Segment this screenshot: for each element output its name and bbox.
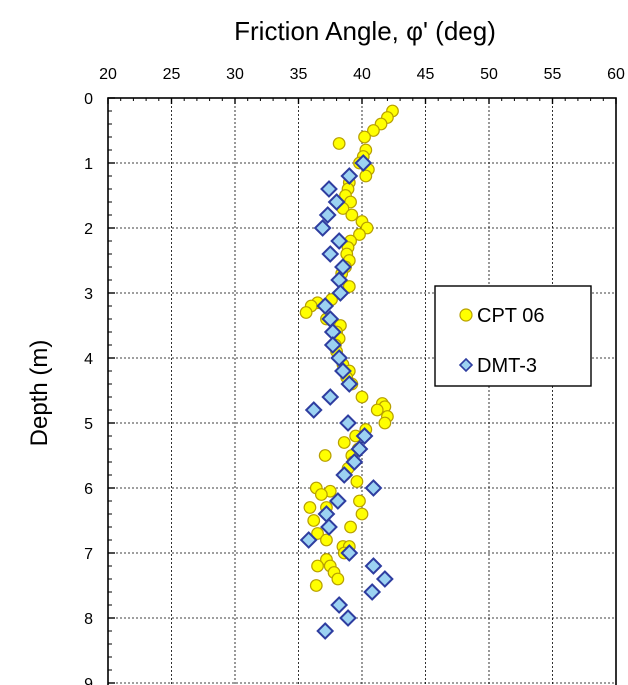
dmt-point	[340, 375, 359, 393]
legend-item-cpt: CPT 06	[459, 305, 544, 327]
cpt-point	[309, 579, 323, 592]
x-tick-label: 45	[417, 66, 435, 83]
dmt-point	[320, 180, 338, 198]
legend-label-cpt: CPT 06	[477, 305, 544, 327]
x-tick-label: 20	[99, 66, 117, 83]
cpt-point	[345, 208, 359, 222]
y-tick-label: 0	[84, 91, 93, 108]
legend-marker-cpt	[459, 308, 473, 322]
dmt-point	[316, 297, 335, 315]
x-tick-label: 30	[226, 66, 244, 83]
dmt-point	[364, 557, 383, 575]
y-tick-label: 3	[84, 286, 93, 303]
dmt-point	[340, 544, 359, 562]
cpt-point	[311, 559, 324, 573]
dmt-point	[321, 388, 340, 406]
x-tick-label: 25	[163, 66, 181, 83]
y-tick-labels: 0 1 2 3 4 5 6 7 8 9	[84, 91, 93, 685]
cpt-point	[303, 501, 317, 514]
dmt-point	[330, 596, 349, 614]
dmt-point	[313, 219, 332, 237]
legend-marker-dmt	[458, 357, 474, 373]
y-tick-label: 1	[84, 156, 93, 173]
plot-border	[107, 97, 617, 685]
dmt-point	[345, 453, 364, 471]
dmt-point	[323, 336, 342, 354]
dmt-point	[330, 349, 349, 367]
cpt-point	[332, 137, 346, 150]
cpt-point	[314, 488, 328, 501]
dmt-point	[328, 492, 347, 510]
cpt-point	[355, 507, 369, 521]
dmt-point	[331, 284, 350, 302]
dmt-point	[339, 609, 357, 627]
cpt-point	[299, 306, 313, 319]
dmt-point	[334, 362, 352, 380]
cpt-point	[370, 403, 384, 417]
cpt-point	[378, 416, 392, 430]
x-tick-labels: 20 25 30 35 40 45 50 55 60	[99, 66, 625, 83]
cpt-point	[342, 280, 356, 293]
legend: CPT 06 DMT-3	[434, 285, 592, 387]
dmt-point	[299, 531, 318, 549]
dmt-point	[330, 232, 349, 250]
dmt-point	[339, 414, 357, 432]
cpt-point	[353, 228, 366, 241]
dmt-point	[304, 401, 323, 419]
dmt-point	[363, 583, 382, 601]
legend-item-dmt: DMT-3	[458, 355, 537, 377]
cpt-point	[318, 449, 332, 462]
y-tick-label: 7	[84, 546, 93, 563]
y-tick-label: 5	[84, 416, 93, 433]
dmt-point	[375, 570, 394, 588]
y-tick-label: 6	[84, 481, 93, 498]
cpt-point	[307, 514, 321, 527]
cpt-point	[337, 436, 351, 449]
x-tick-label: 40	[353, 66, 371, 83]
cpt-point	[331, 572, 345, 586]
cpt-point	[344, 520, 357, 534]
x-tick-label: 50	[480, 66, 498, 83]
cpt-point	[367, 124, 380, 137]
dmt-point	[355, 427, 374, 445]
y-tick-label: 8	[84, 611, 93, 628]
legend-label-dmt: DMT-3	[477, 355, 537, 377]
dmt-point	[327, 193, 346, 211]
dmt-point	[335, 466, 354, 484]
dmt-point	[321, 245, 340, 263]
x-axis-title: Friction Angle, φ' (deg)	[234, 16, 496, 46]
y-axis-title: Depth (m)	[26, 340, 53, 447]
y-tick-label: 2	[84, 221, 93, 238]
dmt-point	[318, 206, 337, 224]
x-tick-label: 55	[544, 66, 562, 83]
legend-box	[434, 285, 592, 387]
cpt-point	[359, 169, 373, 183]
x-tick-label: 60	[607, 66, 625, 83]
cpt-point	[350, 475, 364, 488]
dmt-series	[299, 154, 394, 640]
cpt-point	[320, 533, 333, 547]
y-tick-label: 4	[84, 351, 93, 368]
dmt-point	[340, 167, 359, 185]
dmt-point	[350, 440, 369, 458]
dmt-point	[320, 518, 338, 536]
dmt-point	[334, 258, 352, 276]
cpt-point	[355, 390, 369, 404]
dmt-point	[364, 479, 383, 497]
dmt-point	[316, 622, 335, 640]
dmt-point	[354, 154, 373, 172]
cpt-point	[353, 494, 366, 508]
x-tick-label: 35	[290, 66, 308, 83]
y-tick-label: 9	[84, 676, 93, 685]
cpt-point	[311, 527, 324, 540]
cpt-point	[358, 130, 371, 144]
